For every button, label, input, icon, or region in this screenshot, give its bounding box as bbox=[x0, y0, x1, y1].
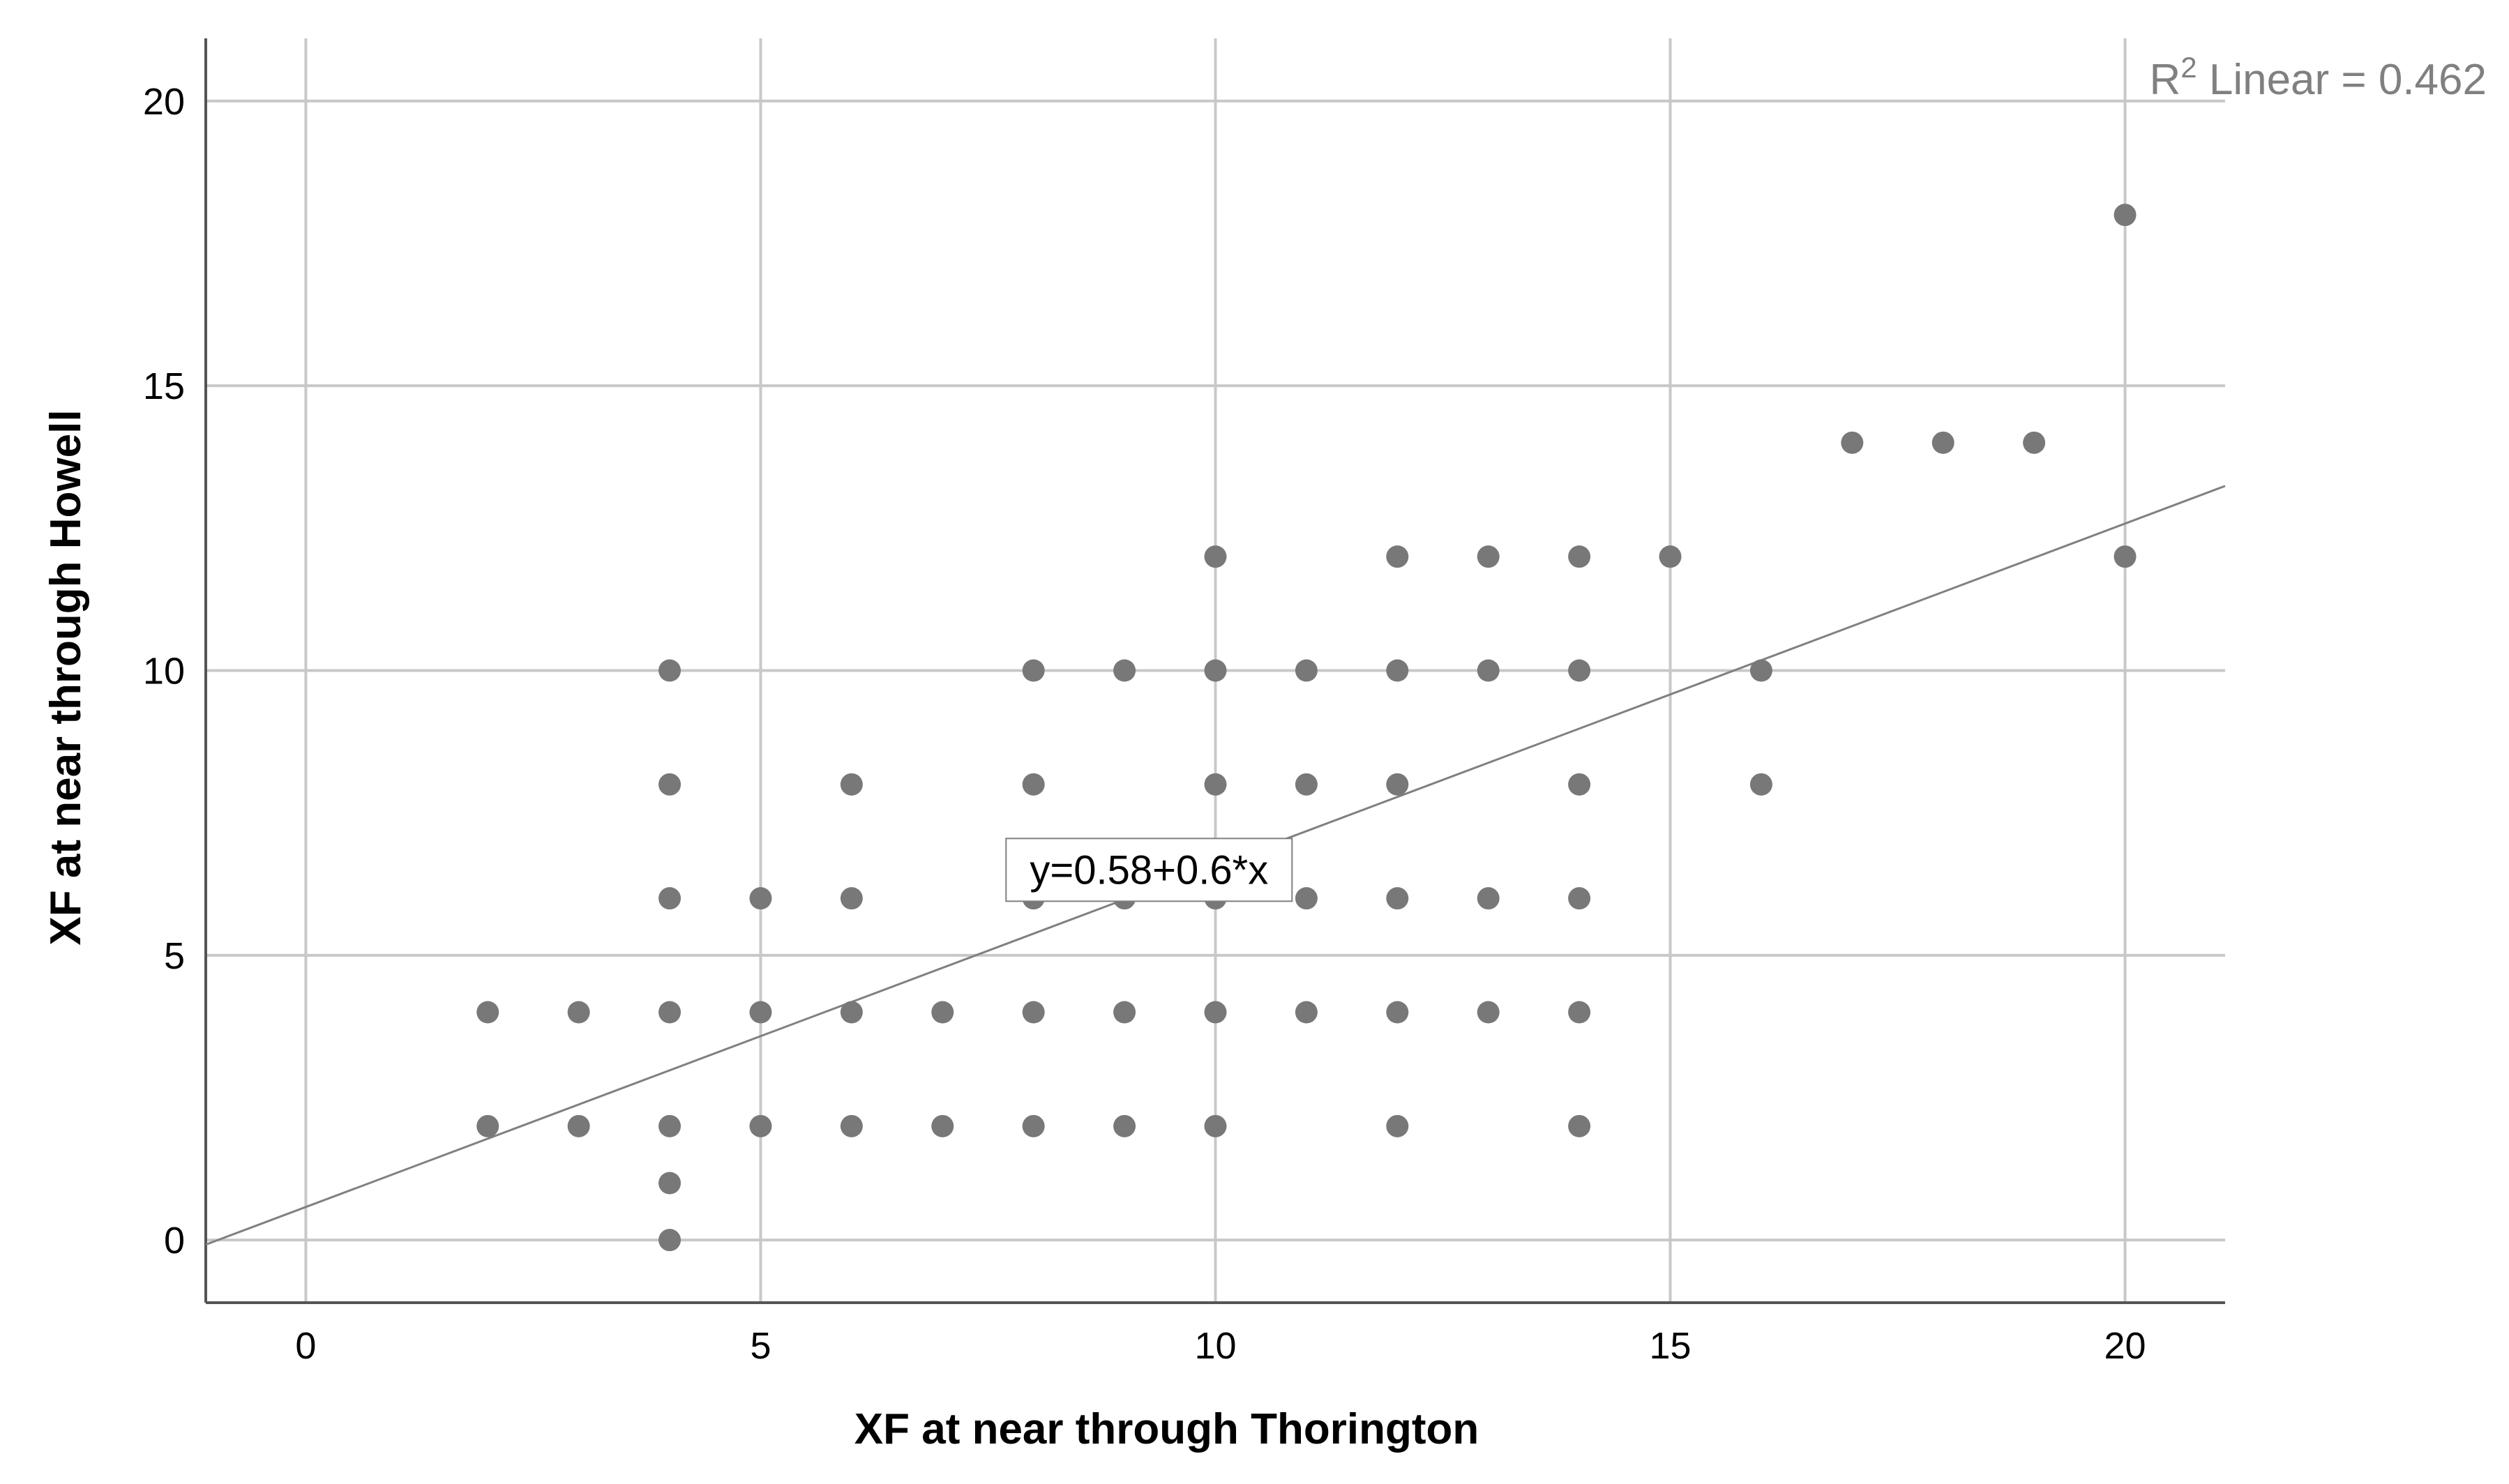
data-point bbox=[840, 773, 863, 796]
data-point bbox=[1204, 773, 1227, 796]
data-point bbox=[1568, 545, 1591, 568]
data-point bbox=[1477, 545, 1500, 568]
data-point bbox=[1022, 773, 1045, 796]
y-tick-label: 0 bbox=[164, 1220, 185, 1262]
data-point bbox=[658, 887, 681, 910]
data-point bbox=[658, 1172, 681, 1195]
data-point bbox=[1295, 887, 1318, 910]
y-axis-title: XF at near through Howell bbox=[42, 409, 90, 945]
data-point bbox=[2114, 545, 2137, 568]
data-point bbox=[1841, 431, 1864, 454]
r2-superscript: 2 bbox=[2180, 51, 2197, 84]
data-point bbox=[1295, 659, 1318, 682]
data-point bbox=[1477, 659, 1500, 682]
data-point bbox=[1477, 1001, 1500, 1024]
data-point bbox=[840, 1001, 863, 1024]
data-point bbox=[1113, 659, 1136, 682]
data-point bbox=[1295, 773, 1318, 796]
equation-box bbox=[1005, 838, 1293, 902]
data-point bbox=[476, 1114, 499, 1137]
r2-label: R2 Linear = 0.462 bbox=[2149, 51, 2487, 104]
data-point bbox=[749, 1114, 772, 1137]
data-point bbox=[476, 1001, 499, 1024]
data-point bbox=[1113, 1114, 1136, 1137]
data-point bbox=[658, 1001, 681, 1024]
data-point bbox=[1204, 545, 1227, 568]
data-point bbox=[658, 659, 681, 682]
data-point bbox=[1568, 659, 1591, 682]
data-point bbox=[1931, 431, 1954, 454]
data-point bbox=[1659, 545, 1682, 568]
data-point bbox=[1568, 1114, 1591, 1137]
x-axis-title: XF at near through Thorington bbox=[854, 1405, 1479, 1453]
data-point bbox=[1022, 1001, 1045, 1024]
data-point bbox=[1022, 659, 1045, 682]
r2-prefix: R bbox=[2149, 56, 2180, 104]
data-point bbox=[1204, 1114, 1227, 1137]
x-tick-label: 20 bbox=[2104, 1325, 2146, 1367]
axes bbox=[204, 38, 2225, 1304]
data-point bbox=[749, 1001, 772, 1024]
y-tick-label: 5 bbox=[164, 935, 185, 977]
tick-labels: 0 5 10 15 20 0 5 10 15 20 bbox=[143, 81, 2146, 1367]
equation-label: y=0.58+0.6*x bbox=[1030, 847, 1268, 893]
x-tick-label: 5 bbox=[750, 1325, 771, 1367]
x-tick-label: 0 bbox=[295, 1325, 316, 1367]
data-point bbox=[2023, 431, 2046, 454]
data-point bbox=[1749, 773, 1772, 796]
data-point bbox=[1386, 659, 1409, 682]
data-point bbox=[1386, 1114, 1409, 1137]
data-point bbox=[658, 1229, 681, 1252]
data-point bbox=[1295, 1001, 1318, 1024]
data-points bbox=[476, 204, 2137, 1252]
data-point bbox=[749, 887, 772, 910]
data-point bbox=[1113, 1001, 1136, 1024]
data-point bbox=[931, 1001, 954, 1024]
data-point bbox=[840, 887, 863, 910]
data-point bbox=[567, 1114, 590, 1137]
data-point bbox=[840, 1114, 863, 1137]
grid-lines bbox=[206, 38, 2225, 1303]
x-tick-label: 10 bbox=[1194, 1325, 1236, 1367]
y-tick-label: 20 bbox=[143, 81, 185, 123]
data-point bbox=[1386, 545, 1409, 568]
data-point bbox=[2114, 204, 2137, 227]
r2-suffix: Linear = 0.462 bbox=[2197, 56, 2487, 104]
data-point bbox=[658, 1114, 681, 1137]
data-point bbox=[1386, 773, 1409, 796]
data-point bbox=[1568, 887, 1591, 910]
y-tick-label: 15 bbox=[143, 365, 185, 407]
equation-annotation: y=0.58+0.6*x bbox=[1005, 838, 1293, 902]
data-point bbox=[1386, 1001, 1409, 1024]
data-point bbox=[1568, 773, 1591, 796]
data-point bbox=[1568, 1001, 1591, 1024]
data-point bbox=[1204, 1001, 1227, 1024]
data-point bbox=[1386, 887, 1409, 910]
data-point bbox=[1204, 659, 1227, 682]
data-point bbox=[658, 773, 681, 796]
data-point bbox=[567, 1001, 590, 1024]
data-point bbox=[1749, 659, 1772, 682]
data-point bbox=[1477, 887, 1500, 910]
x-tick-label: 15 bbox=[1649, 1325, 1691, 1367]
data-point bbox=[1022, 1114, 1045, 1137]
y-tick-label: 10 bbox=[143, 651, 185, 692]
data-point bbox=[931, 1114, 954, 1137]
